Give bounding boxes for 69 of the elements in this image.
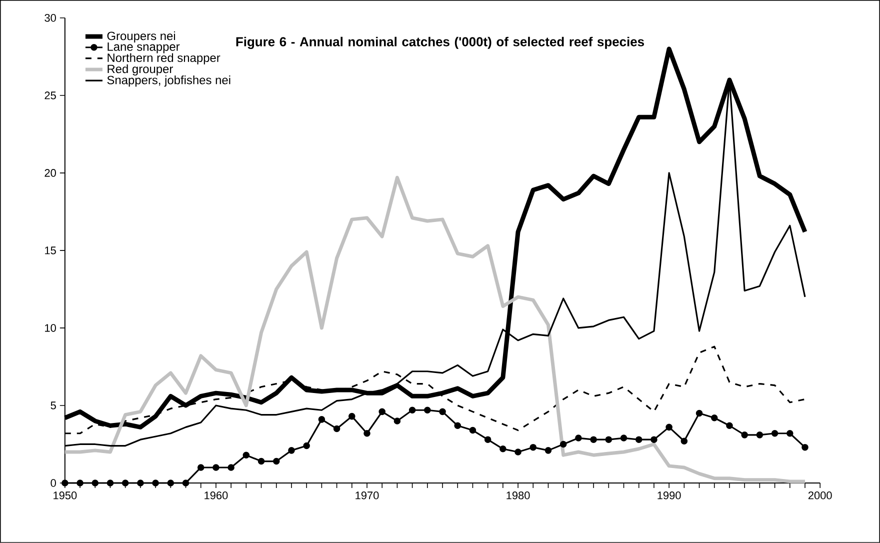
- point: [106, 480, 114, 486]
- point: [137, 480, 144, 486]
- point: [228, 464, 234, 471]
- point: [92, 480, 99, 486]
- legend-label: Red grouper: [108, 64, 173, 76]
- x-tick-label: 1950: [54, 492, 77, 500]
- point: [696, 410, 703, 417]
- point: [544, 447, 552, 454]
- point: [318, 416, 326, 423]
- point: [484, 436, 492, 444]
- point: [197, 464, 204, 471]
- point: [258, 458, 265, 465]
- point: [786, 430, 794, 437]
- point: [650, 436, 658, 444]
- point: [741, 432, 748, 438]
- legend-label: Northern red snapper: [108, 53, 220, 64]
- x-tick-label: 1970: [356, 492, 379, 500]
- point: [303, 442, 310, 450]
- point: [348, 412, 356, 420]
- point: [454, 422, 462, 430]
- point: [771, 430, 778, 437]
- point: [590, 436, 597, 444]
- y-tick-label: 0: [50, 479, 56, 487]
- point: [212, 464, 220, 471]
- x-tick-label: 1980: [506, 492, 530, 500]
- point: [680, 438, 688, 445]
- point: [514, 448, 522, 456]
- point: [605, 436, 612, 444]
- point: [575, 434, 582, 442]
- point: [424, 406, 431, 414]
- point: [122, 480, 129, 486]
- point: [242, 452, 250, 459]
- point: [182, 480, 190, 486]
- point: [408, 406, 416, 414]
- point: [666, 424, 672, 431]
- y-tick-label: 15: [45, 246, 56, 254]
- legend-label: Groupers nei: [107, 31, 176, 43]
- x-tick-label: 1990: [658, 492, 681, 500]
- x-tick-label: 2000: [808, 492, 832, 500]
- point: [469, 426, 476, 434]
- point: [560, 440, 567, 448]
- point: [378, 408, 386, 416]
- point: [272, 458, 280, 465]
- point: [802, 444, 808, 451]
- point: [530, 444, 537, 451]
- legend-label: Snappers, jobfishes nei: [107, 76, 230, 87]
- text: Figure 6 - Annual nominal catches ('000t) of selected reef species: [236, 36, 644, 50]
- y-tick-label: 30: [44, 14, 56, 22]
- point: [726, 422, 733, 430]
- point: [620, 434, 628, 442]
- legend-label: Lane snapper: [108, 42, 180, 54]
- point: [152, 480, 159, 486]
- y-tick-label: 25: [44, 92, 56, 100]
- point: [288, 447, 295, 454]
- y-tick-label: 10: [45, 324, 56, 332]
- point: [364, 430, 370, 437]
- point: [62, 480, 68, 486]
- point: [710, 414, 718, 422]
- point: [500, 446, 506, 452]
- point: [167, 480, 174, 486]
- point: [635, 436, 642, 444]
- x-tick-label: 1960: [204, 492, 228, 500]
- point: [756, 432, 764, 438]
- point: [394, 418, 401, 424]
- y-tick-label: 20: [44, 169, 56, 177]
- point: [439, 408, 446, 416]
- y-tick-label: 5: [50, 402, 56, 410]
- point: [76, 480, 84, 486]
- point: [333, 425, 340, 432]
